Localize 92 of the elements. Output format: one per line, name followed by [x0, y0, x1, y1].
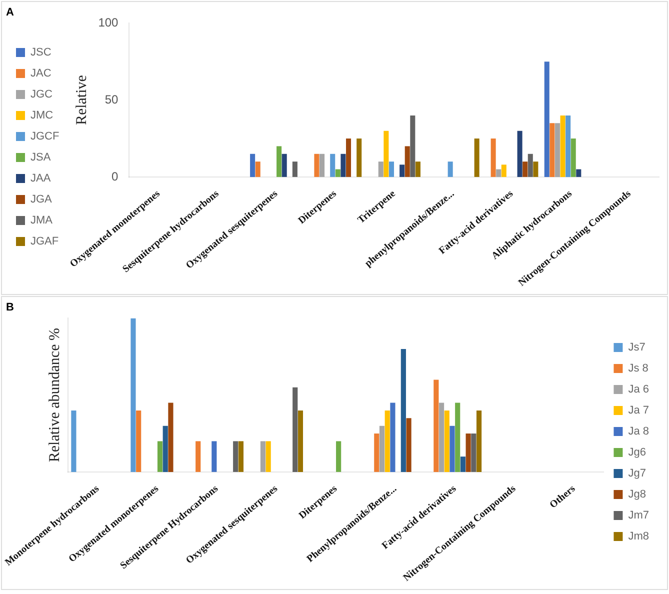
legend-label: JSA: [30, 152, 52, 164]
legend-label: Js 8: [628, 362, 648, 375]
bar: [130, 318, 136, 472]
bar: [415, 162, 420, 177]
bar: [450, 426, 455, 472]
bar: [490, 138, 496, 177]
bar: [340, 154, 346, 177]
bar: [438, 402, 444, 472]
y-axis-title: Relative: [74, 74, 90, 126]
bar: [570, 138, 576, 177]
bar: [260, 441, 266, 472]
legend-label: Jg7: [628, 468, 646, 480]
legend-label: Ja 8: [628, 426, 650, 438]
bar: [566, 115, 571, 177]
bar: [378, 162, 384, 177]
bar: [320, 154, 325, 177]
y-axis-title: Relative abundance %: [46, 328, 63, 462]
bar: [356, 138, 362, 177]
bar: [533, 162, 538, 177]
bar: [448, 162, 453, 177]
legend-label: JGA: [30, 194, 53, 206]
bar: [455, 402, 460, 472]
legend-label: Ja 7: [628, 404, 650, 417]
bar: [336, 441, 342, 472]
legend-label: Jg8: [628, 488, 646, 501]
bar: [276, 146, 282, 177]
legend-label: JAC: [30, 68, 52, 80]
bar: [384, 410, 390, 472]
bar: [282, 154, 287, 177]
bar: [400, 348, 406, 472]
text: A: [6, 6, 14, 19]
bar: [544, 62, 550, 177]
bar: [212, 441, 217, 472]
legend-label: JGCF: [30, 130, 60, 143]
bar: [196, 441, 201, 472]
legend-label: JAA: [30, 172, 52, 185]
bar: [335, 169, 340, 177]
bar: [528, 154, 533, 177]
bar: [379, 426, 385, 472]
y-tick-label: 100: [98, 16, 119, 30]
legend-label: JMC: [30, 110, 54, 122]
bar: [496, 169, 502, 177]
bar: [400, 164, 405, 177]
bar: [292, 387, 298, 472]
bar: [554, 123, 560, 177]
bar: [136, 410, 142, 472]
bar: [406, 418, 412, 472]
bar: [384, 130, 389, 177]
bar: [476, 410, 482, 472]
bar: [390, 402, 396, 472]
legend-label: JGAF: [30, 236, 59, 248]
bar: [162, 426, 168, 472]
bar: [460, 456, 466, 472]
bar: [255, 162, 260, 177]
legend-label: JGC: [30, 88, 53, 101]
legend-label: Jm8: [628, 530, 649, 543]
bar: [238, 441, 244, 472]
bar: [522, 162, 528, 177]
bar: [298, 410, 304, 472]
legend-label: Js7: [628, 342, 646, 354]
legend-label: Ja 6: [628, 384, 650, 396]
bar: [501, 164, 506, 177]
bar: [71, 410, 76, 472]
bar: [330, 154, 336, 177]
legend-label: JMA: [30, 214, 54, 227]
bar: [466, 434, 471, 472]
y-tick-label: 0: [112, 169, 119, 184]
bar: [404, 146, 410, 177]
bar: [314, 154, 320, 177]
bar: [157, 441, 163, 472]
bar: [410, 115, 416, 177]
bar: [233, 441, 238, 472]
bar: [346, 138, 352, 177]
bar: [266, 441, 271, 472]
bar: [444, 410, 450, 472]
legend-label: Jm7: [628, 510, 649, 522]
y-tick-label: 50: [104, 92, 119, 106]
bar: [576, 169, 582, 177]
bar: [250, 154, 256, 177]
bar: [374, 434, 380, 472]
bar: [388, 162, 394, 177]
bar: [434, 380, 439, 472]
bar: [560, 115, 566, 177]
bar: [550, 123, 555, 177]
bar: [292, 162, 298, 177]
chart-title: B: [6, 302, 14, 314]
bar: [168, 402, 174, 472]
bar: [474, 138, 480, 177]
bar: [517, 130, 522, 177]
bar: [471, 434, 476, 472]
legend-label: JSC: [30, 46, 52, 59]
legend-label: Jg6: [628, 446, 646, 459]
